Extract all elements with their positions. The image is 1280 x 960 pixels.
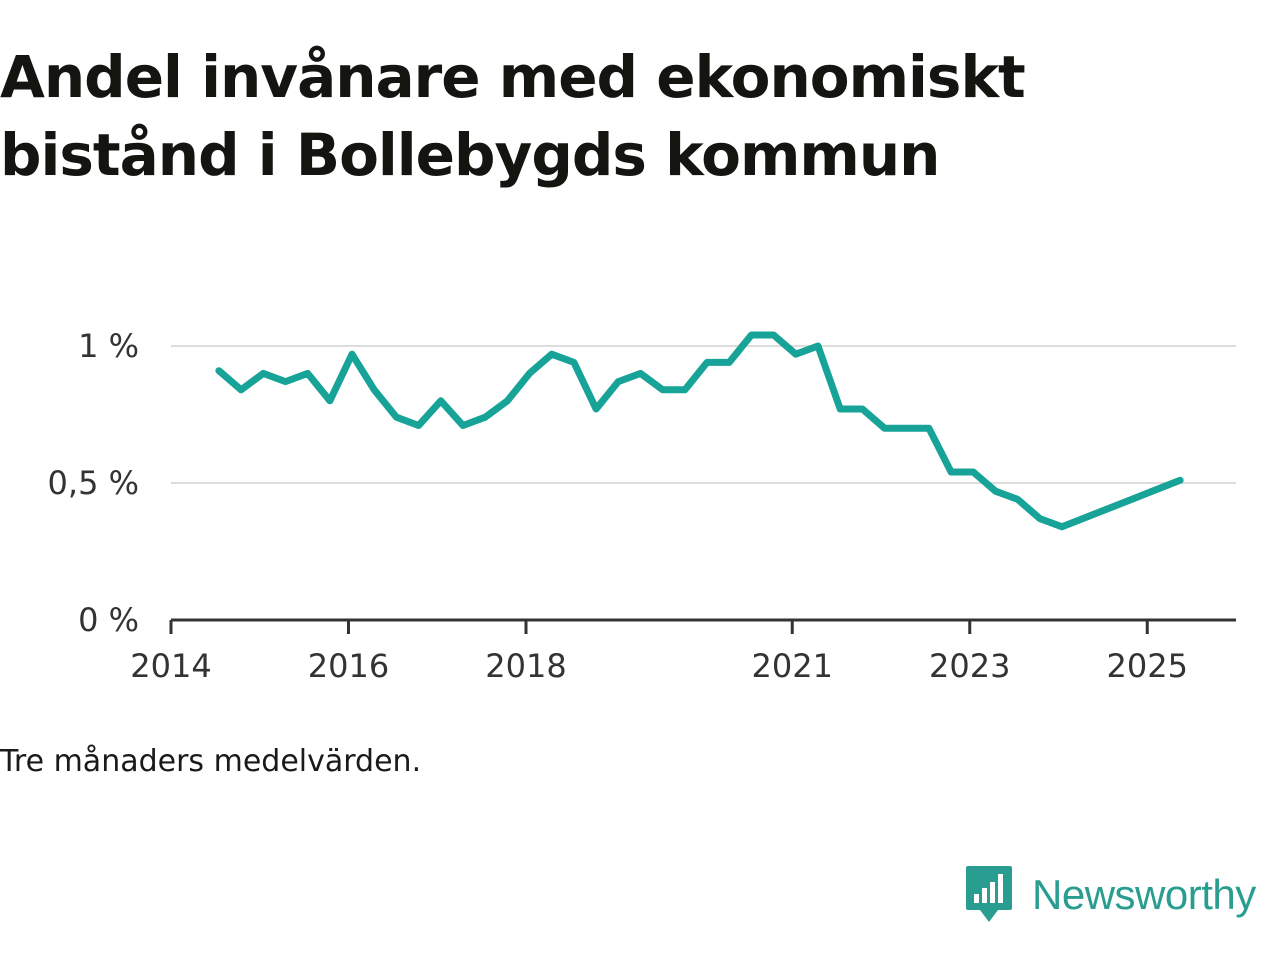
y-tick-label: 1 % (78, 327, 139, 365)
y-tick-labels: 0 % 0,5 % 1 % (48, 327, 139, 639)
brand-name: Newsworthy (1032, 871, 1256, 918)
x-tick-label: 2018 (485, 647, 566, 685)
chart-title: Andel invånare med ekonomiskt bistånd i … (0, 43, 1026, 189)
brand-logo[interactable]: Newsworthy (964, 862, 1256, 928)
y-tick-label: 0,5 % (48, 464, 139, 502)
x-tick-labels: 2014 2016 2018 2021 2023 2025 (130, 647, 1188, 685)
newsworthy-logo-icon (966, 866, 1012, 922)
x-tick-label: 2014 (130, 647, 211, 685)
x-tick-label: 2023 (929, 647, 1010, 685)
grid-lines (171, 345, 1236, 484)
x-tick-label: 2021 (752, 647, 833, 685)
series-line (215, 331, 1184, 531)
x-axis (169, 618, 1236, 634)
y-tick-label: 0 % (78, 601, 139, 639)
series-line-layer (215, 331, 1184, 531)
x-tick-label: 2016 (308, 647, 389, 685)
x-tick-label: 2025 (1107, 647, 1188, 685)
chart-note: Tre månaders medelvärden. (0, 744, 422, 779)
